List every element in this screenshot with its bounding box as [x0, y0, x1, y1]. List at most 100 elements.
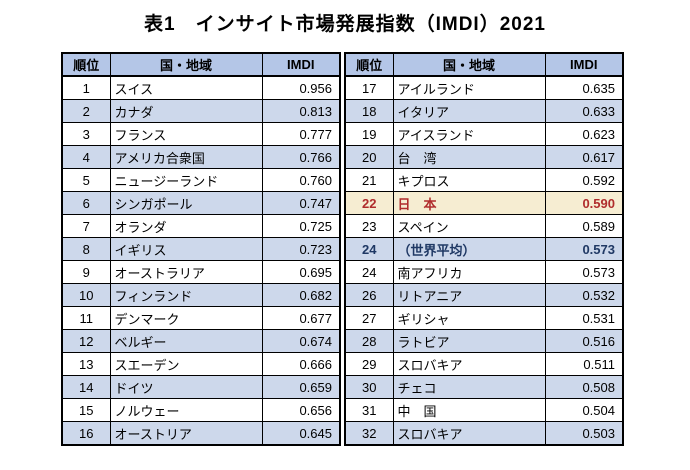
- table-row: 26 リトアニア 0.532: [344, 283, 624, 307]
- rank-cell: 7: [61, 214, 111, 238]
- imdi-cell: 0.760: [261, 168, 341, 192]
- header-country: 国・地域: [109, 52, 263, 77]
- tables-container: 順位 国・地域 IMDI 1 スイス 0.956 2 カナダ 0.813 3 フランス 0.77…: [61, 52, 624, 446]
- table-row: 6 シンガポール 0.747: [61, 191, 341, 215]
- table-row: 4 アメリカ合衆国 0.766: [61, 145, 341, 169]
- imdi-cell: 0.516: [544, 329, 624, 353]
- table-row: 29 スロバキア 0.511: [344, 352, 624, 376]
- country-cell: スエーデン: [109, 352, 263, 376]
- table-row: 13 スエーデン 0.666: [61, 352, 341, 376]
- table-row: 30 チェコ 0.508: [344, 375, 624, 399]
- table-title: 表1 インサイト市場発展指数（IMDI）2021: [144, 14, 546, 35]
- country-cell: 南アフリカ: [392, 260, 546, 284]
- country-cell: 日 本: [392, 191, 546, 215]
- rank-cell: 6: [61, 191, 111, 215]
- table-row: 7 オランダ 0.725: [61, 214, 341, 238]
- header-row: 順位 国・地域 IMDI: [61, 52, 341, 77]
- table-row: 1 スイス 0.956: [61, 75, 341, 100]
- table-row: 23 スペイン 0.589: [344, 214, 624, 238]
- table-row: 14 ドイツ 0.659: [61, 375, 341, 399]
- header-country: 国・地域: [392, 52, 546, 77]
- table-row: 28 ラトビア 0.516: [344, 329, 624, 353]
- imdi-cell: 0.677: [261, 306, 341, 330]
- imdi-cell: 0.645: [261, 421, 341, 446]
- imdi-cell: 0.813: [261, 99, 341, 123]
- rank-cell: 18: [344, 99, 394, 123]
- imdi-cell: 0.592: [544, 168, 624, 192]
- imdi-cell: 0.659: [261, 375, 341, 399]
- country-cell: オーストラリア: [109, 260, 263, 284]
- rank-cell: 3: [61, 122, 111, 146]
- imdi-cell: 0.623: [544, 122, 624, 146]
- imdi-cell: 0.573: [544, 260, 624, 284]
- imdi-cell: 0.635: [544, 75, 624, 100]
- country-cell: 中 国: [392, 398, 546, 422]
- imdi-cell: 0.956: [261, 75, 341, 100]
- country-cell: キプロス: [392, 168, 546, 192]
- table-row: 8 イギリス 0.723: [61, 237, 341, 261]
- header-imdi: IMDI: [544, 52, 624, 77]
- rank-cell: 31: [344, 398, 394, 422]
- rank-cell: 5: [61, 168, 111, 192]
- country-cell: アメリカ合衆国: [109, 145, 263, 169]
- rank-cell: 19: [344, 122, 394, 146]
- country-cell: オーストリア: [109, 421, 263, 446]
- rank-cell: 10: [61, 283, 111, 307]
- country-cell: シンガポール: [109, 191, 263, 215]
- imdi-cell: 0.725: [261, 214, 341, 238]
- country-cell: 台 湾: [392, 145, 546, 169]
- imdi-cell: 0.508: [544, 375, 624, 399]
- rank-cell: 15: [61, 398, 111, 422]
- imdi-cell: 0.511: [544, 352, 624, 376]
- country-cell: ドイツ: [109, 375, 263, 399]
- rank-cell: 11: [61, 306, 111, 330]
- rank-cell: 4: [61, 145, 111, 169]
- rank-cell: 12: [61, 329, 111, 353]
- country-cell: チェコ: [392, 375, 546, 399]
- rank-cell: 9: [61, 260, 111, 284]
- table-row: 11 デンマーク 0.677: [61, 306, 341, 330]
- rank-cell: 23: [344, 214, 394, 238]
- table-row: 21 キプロス 0.592: [344, 168, 624, 192]
- imdi-cell: 0.633: [544, 99, 624, 123]
- country-cell: ニュージーランド: [109, 168, 263, 192]
- country-cell: スロバキア: [392, 352, 546, 376]
- header-rank: 順位: [61, 52, 111, 77]
- table-row: 22 日 本 0.590: [344, 191, 624, 215]
- rank-cell: 17: [344, 75, 394, 100]
- table-row: 20 台 湾 0.617: [344, 145, 624, 169]
- imdi-cell: 0.777: [261, 122, 341, 146]
- imdi-table-right: 順位 国・地域 IMDI 17 アイルランド 0.635 18 イタリア 0.633 19 ア…: [344, 52, 624, 446]
- country-cell: リトアニア: [392, 283, 546, 307]
- country-cell: イギリス: [109, 237, 263, 261]
- country-cell: カナダ: [109, 99, 263, 123]
- table-row: 12 ベルギー 0.674: [61, 329, 341, 353]
- country-cell: フィンランド: [109, 283, 263, 307]
- table-row: 24 （世界平均） 0.573: [344, 237, 624, 261]
- country-cell: オランダ: [109, 214, 263, 238]
- rank-cell: 24: [344, 237, 394, 261]
- header-rank: 順位: [344, 52, 394, 77]
- rank-cell: 2: [61, 99, 111, 123]
- country-cell: アイスランド: [392, 122, 546, 146]
- table-row: 15 ノルウェー 0.656: [61, 398, 341, 422]
- table-row: 19 アイスランド 0.623: [344, 122, 624, 146]
- imdi-cell: 0.656: [261, 398, 341, 422]
- table-row: 9 オーストラリア 0.695: [61, 260, 341, 284]
- rank-cell: 22: [344, 191, 394, 215]
- imdi-cell: 0.503: [544, 421, 624, 446]
- header-row: 順位 国・地域 IMDI: [344, 52, 624, 77]
- imdi-cell: 0.766: [261, 145, 341, 169]
- rank-cell: 32: [344, 421, 394, 446]
- imdi-cell: 0.695: [261, 260, 341, 284]
- imdi-cell: 0.747: [261, 191, 341, 215]
- table-row: 5 ニュージーランド 0.760: [61, 168, 341, 192]
- rank-cell: 16: [61, 421, 111, 446]
- imdi-cell: 0.617: [544, 145, 624, 169]
- country-cell: （世界平均）: [392, 237, 546, 261]
- imdi-cell: 0.589: [544, 214, 624, 238]
- country-cell: ノルウェー: [109, 398, 263, 422]
- country-cell: デンマーク: [109, 306, 263, 330]
- rank-cell: 30: [344, 375, 394, 399]
